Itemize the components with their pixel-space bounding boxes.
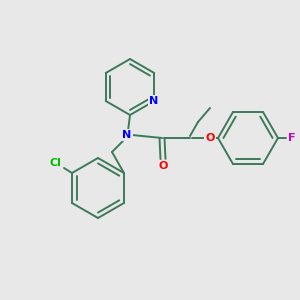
Text: O: O xyxy=(205,133,215,143)
Text: F: F xyxy=(288,133,296,143)
Text: N: N xyxy=(122,130,132,140)
Text: O: O xyxy=(158,161,168,171)
Text: N: N xyxy=(148,96,158,106)
Text: Cl: Cl xyxy=(49,158,61,168)
